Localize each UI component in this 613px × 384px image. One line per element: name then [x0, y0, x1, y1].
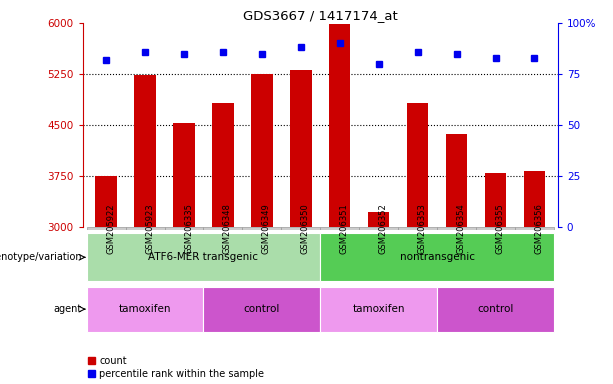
Bar — [242, 227, 281, 230]
Bar — [96, 176, 117, 227]
Bar — [321, 227, 359, 230]
Bar — [446, 134, 467, 227]
Text: control: control — [478, 304, 514, 314]
Text: agent: agent — [54, 304, 82, 314]
Text: control: control — [244, 304, 280, 314]
Text: GSM206353: GSM206353 — [417, 203, 427, 254]
Text: GSM206349: GSM206349 — [262, 203, 271, 254]
Bar — [281, 227, 321, 230]
Text: ATF6-MER transgenic: ATF6-MER transgenic — [148, 252, 259, 262]
Text: GSM206352: GSM206352 — [379, 203, 387, 254]
Bar — [86, 233, 321, 281]
Bar — [321, 233, 554, 281]
Bar — [204, 227, 242, 230]
Bar — [398, 227, 437, 230]
Text: GSM206356: GSM206356 — [535, 203, 544, 254]
Bar — [212, 103, 234, 227]
Bar — [134, 75, 156, 227]
Text: nontransgenic: nontransgenic — [400, 252, 474, 262]
Text: tamoxifen: tamoxifen — [119, 304, 171, 314]
Title: GDS3667 / 1417174_at: GDS3667 / 1417174_at — [243, 9, 398, 22]
Text: GSM206354: GSM206354 — [457, 203, 466, 254]
Bar — [437, 286, 554, 331]
Text: tamoxifen: tamoxifen — [352, 304, 405, 314]
Bar — [359, 227, 398, 230]
Bar — [437, 227, 476, 230]
Bar — [204, 286, 321, 331]
Bar — [86, 286, 204, 331]
Bar — [476, 227, 515, 230]
Bar — [126, 227, 164, 230]
Bar — [368, 212, 389, 227]
Bar — [407, 103, 428, 227]
Text: GSM206351: GSM206351 — [340, 203, 349, 254]
Bar — [485, 173, 506, 227]
Text: GSM206355: GSM206355 — [495, 203, 504, 254]
Text: GSM205922: GSM205922 — [106, 203, 115, 254]
Legend: count, percentile rank within the sample: count, percentile rank within the sample — [88, 356, 264, 379]
Bar — [164, 227, 204, 230]
Bar — [524, 171, 545, 227]
Bar — [321, 286, 437, 331]
Bar — [515, 227, 554, 230]
Text: genotype/variation: genotype/variation — [0, 252, 82, 262]
Bar — [86, 227, 126, 230]
Text: GSM206348: GSM206348 — [223, 203, 232, 254]
Bar — [329, 25, 351, 227]
Text: GSM206335: GSM206335 — [184, 203, 193, 254]
Bar — [251, 74, 273, 227]
Text: GSM206350: GSM206350 — [301, 203, 310, 254]
Bar — [290, 70, 311, 227]
Bar — [173, 123, 195, 227]
Text: GSM205923: GSM205923 — [145, 203, 154, 254]
